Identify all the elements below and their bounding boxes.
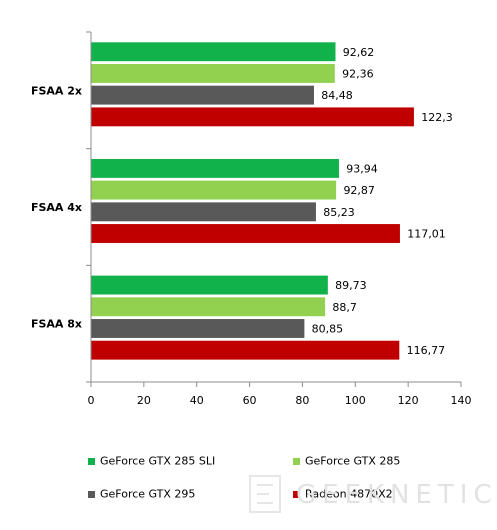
- data-label: 122,3: [421, 111, 453, 124]
- data-label: 117,01: [407, 228, 446, 241]
- data-label: 85,23: [323, 206, 355, 219]
- bar: [90, 85, 315, 106]
- bar: [90, 63, 336, 84]
- legend-item-gtx285sli: GeForce GTX 285 SLI: [88, 454, 215, 468]
- legend-label: GeForce GTX 295: [100, 487, 196, 501]
- x-tick-label: 0: [88, 394, 95, 407]
- bar: [90, 340, 400, 361]
- x-tick-label: 40: [190, 394, 204, 407]
- bar: [90, 223, 401, 244]
- data-label: 84,48: [321, 89, 353, 102]
- category-label: FSAA 8x: [31, 318, 82, 331]
- bar: [90, 275, 329, 296]
- legend-label: Radeon 4870X2: [305, 487, 393, 501]
- x-tick-label: 120: [398, 394, 419, 407]
- data-label: 92,87: [343, 184, 375, 197]
- data-label: 116,77: [407, 344, 446, 357]
- watermark-logo-icon: [249, 475, 281, 513]
- data-label: 88,7: [332, 301, 357, 314]
- bar: [90, 296, 326, 317]
- legend-item-gtx285: GeForce GTX 285: [293, 454, 400, 468]
- watermark-text: GEEKNETIC: [296, 480, 497, 510]
- legend-label: GeForce GTX 285 SLI: [100, 454, 216, 468]
- legend-item-radeon4870x2: Radeon 4870X2: [293, 487, 393, 501]
- x-tick-label: 20: [137, 394, 151, 407]
- bar: [90, 180, 337, 201]
- legend-swatch: [293, 490, 300, 498]
- x-tick-label: 60: [243, 394, 257, 407]
- category-label: FSAA 2x: [31, 84, 82, 97]
- x-tick-label: 100: [345, 394, 366, 407]
- data-label: 89,73: [335, 279, 367, 292]
- x-tick-label: 140: [451, 394, 472, 407]
- bar: [90, 106, 415, 127]
- bar: [90, 158, 340, 179]
- legend-label: GeForce GTX 285: [305, 454, 401, 468]
- bar: [90, 318, 305, 339]
- legend-swatch: [293, 457, 300, 465]
- legend-swatch: [88, 457, 95, 465]
- data-label: 80,85: [312, 322, 344, 335]
- bar-chart: FSAA 2x 92,62 92,36 84,48 122,3 FSAA 4x 93,94 9…: [31, 31, 472, 407]
- legend-swatch: [88, 490, 95, 498]
- data-label: 93,94: [346, 162, 378, 175]
- bar: [90, 41, 337, 62]
- x-tick-label: 80: [295, 394, 309, 407]
- bar: [90, 201, 317, 222]
- category-label: FSAA 4x: [31, 201, 82, 214]
- legend-item-gtx295: GeForce GTX 295: [88, 487, 195, 501]
- data-label: 92,36: [342, 67, 374, 80]
- data-label: 92,62: [343, 46, 375, 59]
